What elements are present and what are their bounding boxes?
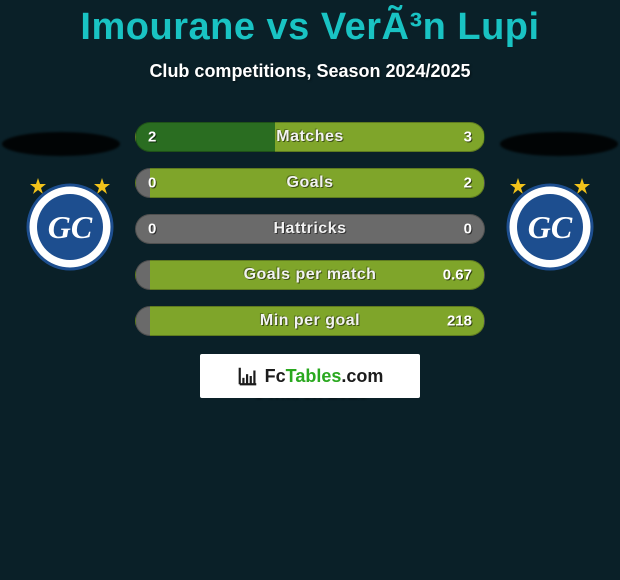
stat-value-right: 218 [447, 313, 472, 330]
stat-value-left: 2 [148, 129, 156, 146]
stat-label: Matches [276, 128, 344, 146]
player-shadow-left [2, 132, 120, 156]
stat-value-left: 0 [148, 221, 156, 238]
player-shadow-right [500, 132, 618, 156]
stat-label: Min per goal [260, 312, 360, 330]
site-badge: FcTables.com [200, 354, 420, 398]
stat-bar-row: Goals per match 0.67 [135, 260, 485, 290]
site-mid: Tables [286, 366, 342, 386]
stat-label: Goals [287, 174, 334, 192]
stat-value-right: 0.67 [443, 267, 472, 284]
star-icon [510, 178, 526, 194]
stat-value-right: 2 [464, 175, 472, 192]
star-icon [30, 178, 46, 194]
stat-bar-row: Hattricks 0 0 [135, 214, 485, 244]
stat-label: Goals per match [244, 266, 377, 284]
stat-label: Hattricks [274, 220, 347, 238]
bar-chart-icon [237, 365, 259, 387]
logo-letters: GC [528, 209, 573, 245]
club-logo-left: GC [20, 172, 120, 272]
star-icon [574, 178, 590, 194]
stat-value-right: 0 [464, 221, 472, 238]
club-logo-right: GC [500, 172, 600, 272]
stat-bar-row: Min per goal 218 [135, 306, 485, 336]
logo-letters: GC [48, 209, 93, 245]
site-prefix: Fc [265, 366, 286, 386]
stat-bar-row: Goals 0 2 [135, 168, 485, 198]
stat-value-left: 0 [148, 175, 156, 192]
site-suffix: .com [341, 366, 383, 386]
stat-bars: Matches 2 3 Goals 0 2 Hattricks 0 0 Goals per mat… [135, 122, 485, 352]
site-text: FcTables.com [265, 366, 384, 387]
star-icon [94, 178, 110, 194]
page-title: Imourane vs VerÃ³n Lupi [0, 0, 620, 49]
subtitle: Club competitions, Season 2024/2025 [0, 61, 620, 82]
stat-value-right: 3 [464, 129, 472, 146]
stat-bar-row: Matches 2 3 [135, 122, 485, 152]
